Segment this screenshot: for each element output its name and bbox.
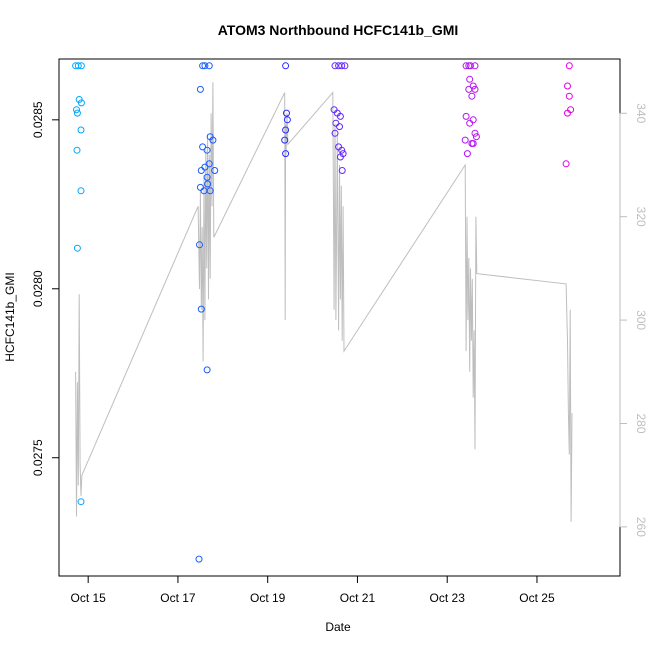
data-point [282,126,290,134]
data-point [211,167,219,174]
data-point [471,85,479,93]
secondary-series-line [75,82,573,522]
x-tick-label: Oct 23 [430,591,466,605]
data-point [463,150,471,158]
x-tick-label: Oct 19 [250,591,286,605]
data-point [205,62,213,70]
data-point [77,126,85,134]
y-axis: 0.0275 0.0280 0.0285 [31,101,60,476]
data-point [338,146,346,154]
data-point [336,153,344,161]
y2-tick-label: 320 [634,207,648,227]
data-point [196,85,204,93]
x-tick-label: Oct 15 [70,591,106,605]
data-point [283,109,290,117]
data-point [209,136,217,144]
data-point [197,305,205,313]
data-point [197,167,205,174]
data-point [332,119,340,127]
data-point [338,167,346,174]
data-point [196,183,204,191]
data-point [77,498,85,506]
secondary-series [75,82,573,522]
data-point [564,82,571,90]
data-point [204,180,212,188]
x-tick-label: Oct 25 [519,591,555,605]
data-point [331,129,339,137]
data-point [74,62,82,70]
data-point [466,75,474,83]
data-point [199,62,207,70]
data-point [203,173,211,181]
data-point [196,241,203,249]
y2-tick-label: 300 [634,310,648,330]
data-point [469,116,477,124]
data-point [283,116,291,124]
x-tick-label: Oct 17 [160,591,196,605]
data-point [282,150,290,158]
data-point [73,146,81,154]
data-point [203,366,211,374]
data-point [465,85,473,93]
data-point [468,92,476,100]
y2-tick-label: 280 [634,413,648,433]
y2-tick-label: 260 [634,517,648,537]
y-tick-label: 0.0285 [31,101,45,138]
data-point [206,187,214,195]
data-point [201,62,209,70]
data-point [77,62,85,70]
data-point [466,119,474,127]
data-point [467,62,474,70]
y-tick-label: 0.0280 [31,270,45,307]
y2-tick-label: 340 [634,103,648,123]
data-point [73,106,80,114]
x-axis: Oct 15 Oct 17 Oct 19 Oct 21 Oct 23 Oct 25 [70,575,555,605]
primary-series [72,62,575,563]
data-point [336,112,344,120]
data-point [199,143,207,151]
data-point [282,62,290,70]
data-point [462,62,470,70]
data-point [462,112,470,120]
data-point [336,123,343,131]
data-point [565,62,573,70]
data-point [331,62,339,70]
data-point [195,555,203,563]
data-point [461,136,469,144]
data-point [77,99,85,107]
data-point [471,129,479,137]
data-point [469,82,477,90]
y-axis-label: HCFC141b_GMI [3,272,17,361]
data-point [472,133,480,141]
plot-frame [58,58,621,577]
data-point [205,160,213,168]
data-point [338,62,346,70]
data-point [471,62,479,70]
data-point [562,160,570,168]
data-point [281,136,289,144]
data-point [73,244,81,252]
data-point [565,92,573,100]
x-axis-label: Date [325,620,351,634]
chart-title: ATOM3 Northbound HCFC141b_GMI [218,22,459,38]
data-point [341,62,349,70]
data-point [564,109,571,117]
data-point [469,140,477,147]
data-point [203,146,211,154]
y2-axis: 260 280 300 320 340 [619,103,648,537]
x-tick-label: Oct 21 [340,591,376,605]
data-point [73,109,81,117]
data-point [77,187,85,195]
y-tick-label: 0.0275 [31,439,45,476]
